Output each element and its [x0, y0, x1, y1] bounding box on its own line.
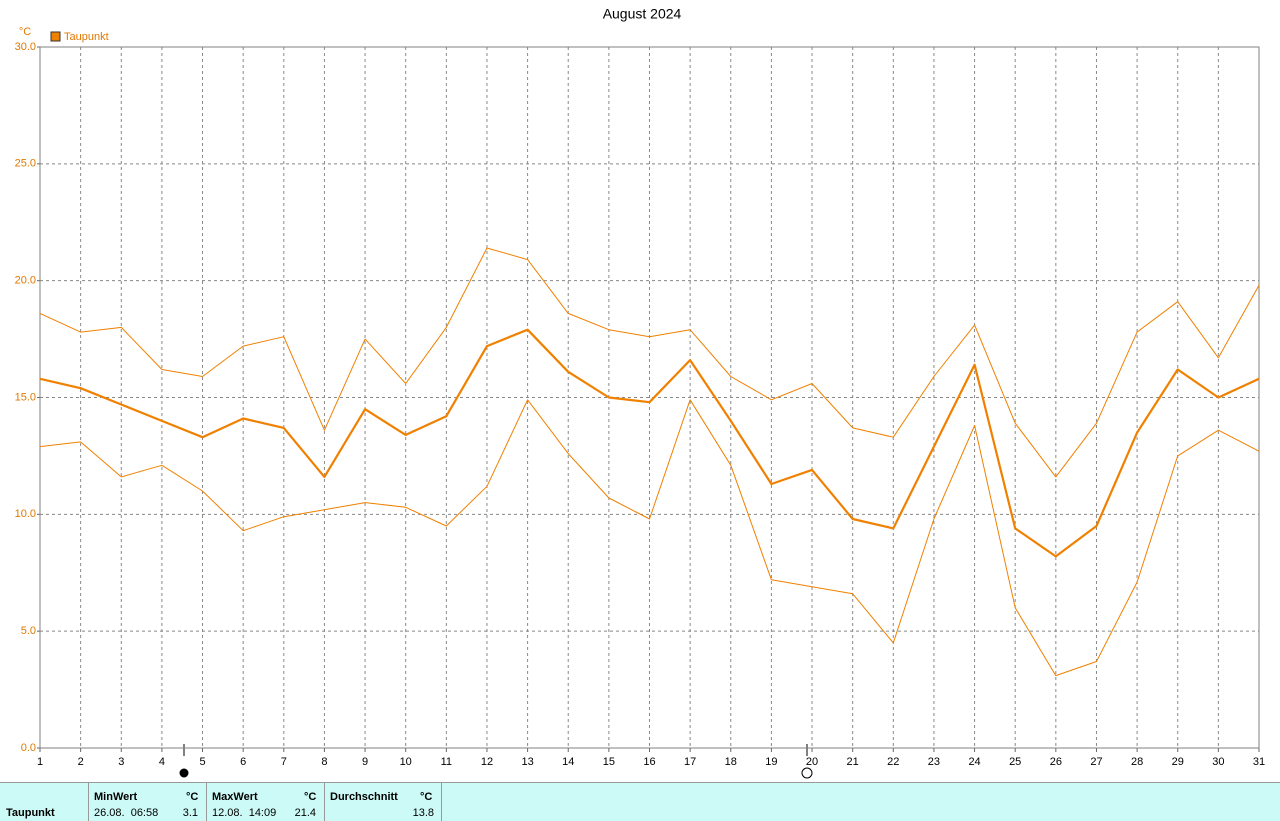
- header-cell: °C: [420, 791, 433, 803]
- x-tick-label: 13: [521, 756, 533, 768]
- full-moon: [179, 768, 189, 778]
- chart-title: August 2024: [603, 6, 682, 22]
- x-tick-label: 27: [1090, 756, 1102, 768]
- series-line: [39, 399, 1260, 677]
- x-tick-label: 11: [441, 756, 452, 768]
- y-unit: °C: [19, 26, 31, 38]
- x-tick-label: 23: [928, 756, 940, 768]
- x-tick-label: 1: [37, 756, 43, 768]
- header-cell: °C: [186, 791, 199, 803]
- x-tick-label: 6: [240, 756, 246, 768]
- cell: 12.08. 14:09: [212, 807, 277, 819]
- header-cell: MinWert: [94, 791, 138, 803]
- plot-frame: [39, 46, 1260, 749]
- x-tick-label: 4: [159, 756, 165, 768]
- new-moon: [801, 767, 813, 779]
- x-tick-label: 10: [400, 756, 412, 768]
- x-tick-label: 17: [684, 756, 696, 768]
- y-tick-label: 20.0: [15, 275, 36, 287]
- cell: 3.1: [182, 807, 198, 819]
- x-tick-label: 26: [1050, 756, 1062, 768]
- x-tick-label: 5: [199, 756, 205, 768]
- y-tick-label: 10.0: [15, 508, 36, 520]
- separator: [206, 783, 207, 821]
- legend-label: Taupunkt: [64, 31, 109, 43]
- x-tick-label: 24: [968, 756, 980, 768]
- x-tick-label: 12: [481, 756, 493, 768]
- header-cell: Durchschnitt: [330, 791, 398, 803]
- x-tick-label: 18: [725, 756, 737, 768]
- summary-table: MinWert °C MaxWert °C Durchschnitt °C Ta…: [0, 782, 1280, 821]
- header-cell: MaxWert: [212, 791, 258, 803]
- x-tick-label: 20: [806, 756, 818, 768]
- header-cell: °C: [304, 791, 317, 803]
- x-tick-label: 7: [281, 756, 287, 768]
- y-tick-label: 15.0: [15, 391, 36, 403]
- x-tick-label: 21: [847, 756, 859, 768]
- x-tick-label: 16: [643, 756, 655, 768]
- x-tick-label: 22: [887, 756, 899, 768]
- cell: 21.4: [294, 807, 316, 819]
- x-tick-label: 3: [118, 756, 124, 768]
- chart: August 2024 °C 0.0 5.0 10.0 15.0 20.0 25.0 30.…: [15, 6, 1265, 779]
- y-tick-label: 0.0: [21, 742, 36, 754]
- y-tick-label: 5.0: [21, 625, 36, 637]
- x-tick-label: 14: [562, 756, 574, 768]
- x-tick-label: 25: [1009, 756, 1021, 768]
- x-tick-label: 15: [603, 756, 615, 768]
- separator: [88, 783, 89, 821]
- x-tick-label: 29: [1172, 756, 1184, 768]
- x-tick-label: 30: [1212, 756, 1224, 768]
- x-tick-label: 2: [78, 756, 84, 768]
- x-tick-label: 9: [362, 756, 368, 768]
- y-tick-label: 25.0: [15, 158, 36, 170]
- x-tick-label: 8: [321, 756, 327, 768]
- row-label: Taupunkt: [6, 807, 55, 819]
- cell: 26.08. 06:58: [94, 807, 159, 819]
- x-tick-label: 28: [1131, 756, 1143, 768]
- separator: [441, 783, 442, 821]
- cell: 13.8: [412, 807, 434, 819]
- legend-swatch: [50, 31, 61, 42]
- series-line: [39, 328, 1260, 558]
- separator: [324, 783, 325, 821]
- x-tick-label: 19: [765, 756, 777, 768]
- y-tick-label: 30.0: [15, 41, 36, 53]
- series-line: [39, 247, 1260, 478]
- x-tick-label: 31: [1253, 756, 1265, 768]
